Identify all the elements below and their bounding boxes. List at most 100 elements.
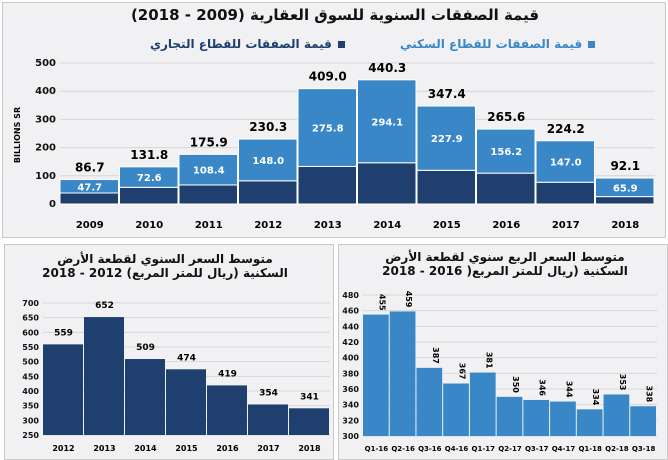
data-label-residential: 227.9: [431, 134, 463, 145]
y-tick-label: 300: [35, 114, 56, 125]
data-label: 341: [300, 392, 319, 402]
x-tick-label: 2017: [552, 220, 580, 231]
data-label-total: 347.4: [428, 87, 466, 101]
bar-commercial: [476, 172, 536, 205]
y-tick-label: 100: [35, 171, 56, 182]
bar-residential: [535, 140, 595, 183]
bar: [125, 359, 165, 435]
bar: [289, 408, 329, 435]
data-label-total: 230.3: [249, 120, 287, 134]
y-tick-label: 200: [35, 143, 56, 154]
y-tick-label: 340: [342, 401, 359, 410]
data-label: 652: [95, 301, 114, 311]
data-label: 367: [458, 363, 467, 380]
data-label-total: 92.1: [610, 159, 640, 173]
bar: [84, 317, 124, 435]
bar: [389, 311, 416, 436]
x-tick-label: 2018: [298, 444, 321, 453]
y-tick-label: 600: [22, 328, 39, 337]
y-axis-label: BILLIONS SR: [13, 107, 22, 163]
data-label-residential: 294.1: [371, 117, 403, 128]
x-tick-label: 2017: [257, 444, 279, 453]
bar-commercial: [59, 192, 119, 205]
data-label: 338: [645, 386, 654, 403]
x-tick-label: 2015: [433, 220, 461, 231]
x-tick-label: 2013: [314, 220, 342, 231]
bar-commercial: [357, 162, 417, 205]
data-label-residential: 72.6: [137, 173, 162, 184]
x-tick-label: Q1-16: [365, 445, 389, 453]
bar: [43, 344, 83, 435]
data-label-total: 265.6: [487, 110, 525, 124]
bar: [443, 383, 469, 436]
y-tick-label: 400: [35, 86, 56, 97]
bar-commercial: [416, 169, 476, 205]
x-tick-label: 2012: [254, 220, 282, 231]
data-label-total: 440.3: [368, 61, 406, 75]
x-tick-label: 2009: [76, 220, 104, 231]
data-label: 459: [404, 291, 413, 308]
bar-residential: [357, 79, 417, 164]
data-label-residential: 148.0: [252, 156, 284, 167]
x-tick-label: Q3-16: [418, 445, 442, 453]
chart-title: متوسط السعر السنوي لقطعة الأرض السكنية (ر…: [42, 252, 288, 280]
data-label-total: 86.7: [75, 161, 105, 175]
x-tick-label: 2014: [134, 444, 157, 453]
bar-residential: [416, 105, 476, 171]
bar: [603, 394, 630, 436]
data-label: 350: [511, 376, 520, 393]
y-tick-label: 360: [342, 385, 359, 394]
x-tick-label: Q2-18: [605, 445, 629, 453]
x-tick-label: 2012: [52, 444, 74, 453]
x-tick-label: Q4-17: [552, 445, 576, 453]
legend-commercial: قيمة الصفقات للقطاع التجاري: [150, 37, 345, 51]
data-label: 509: [136, 343, 155, 353]
data-label: 387: [431, 347, 440, 364]
y-tick-label: 400: [22, 387, 39, 396]
bar: [630, 406, 656, 436]
y-tick-label: 0: [49, 199, 56, 210]
x-tick-label: Q1-18: [578, 445, 602, 453]
bar-residential: [476, 128, 536, 174]
y-tick-label: 380: [342, 369, 359, 378]
x-tick-label: 2018: [611, 220, 639, 231]
legend-residential: قيمة الصفقات للقطاع السكني: [400, 37, 596, 51]
x-tick-label: 2011: [195, 220, 223, 231]
bar: [166, 369, 206, 435]
chart-title: متوسط السعر الربع سنوي لقطعة الأرض السكني…: [382, 250, 628, 278]
bar: [523, 399, 550, 436]
data-label-total: 131.8: [130, 148, 168, 162]
bar: [207, 385, 247, 435]
data-label-residential: 108.4: [193, 166, 225, 177]
y-tick-label: 300: [342, 432, 359, 441]
bar-residential: [595, 177, 655, 198]
data-label-residential: 147.0: [550, 158, 582, 169]
y-tick-label: 460: [342, 307, 359, 316]
x-tick-label: Q2-16: [391, 445, 415, 453]
chart-title: قيمة الصفقات السنوية للسوق العقارية (200…: [130, 6, 540, 24]
y-tick-label: 500: [35, 58, 56, 69]
data-label: 353: [618, 374, 627, 391]
bar-residential: [297, 88, 357, 167]
x-tick-label: Q1-17: [472, 445, 496, 453]
data-label: 381: [484, 352, 493, 369]
bar-residential: [119, 166, 179, 188]
bar-commercial: [297, 165, 357, 205]
bar-commercial: [535, 181, 595, 205]
bar: [248, 404, 288, 435]
bar-commercial: [238, 180, 298, 205]
data-label-residential: 65.9: [613, 183, 638, 194]
bar-commercial: [119, 186, 179, 205]
bar-commercial: [595, 196, 655, 205]
data-label-total: 409.0: [309, 70, 347, 84]
y-tick-label: 400: [342, 354, 359, 363]
bar: [576, 409, 603, 436]
bar: [469, 372, 496, 436]
x-tick-label: Q3-17: [525, 445, 549, 453]
data-label-residential: 47.7: [77, 182, 102, 193]
y-tick-label: 350: [22, 402, 39, 411]
y-tick-label: 420: [342, 338, 359, 347]
data-label-residential: 275.8: [312, 124, 344, 135]
data-label: 354: [259, 388, 278, 398]
bar-commercial: [178, 184, 238, 205]
